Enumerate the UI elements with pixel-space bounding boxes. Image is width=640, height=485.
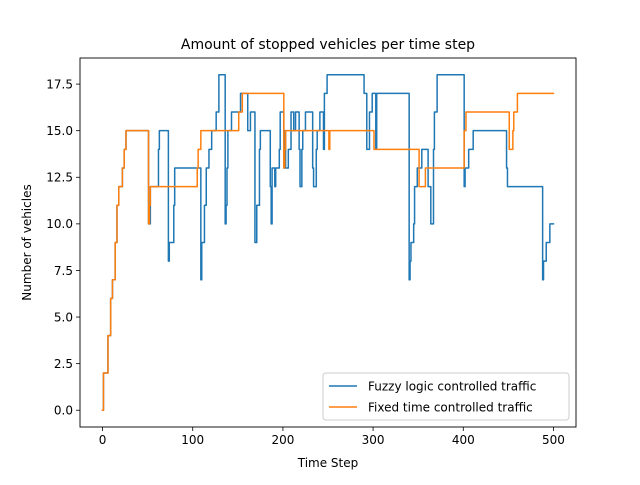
x-tick-label: 300 [362, 433, 385, 447]
plot-series-group [101, 74, 555, 411]
y-tick-label: 12.5 [46, 171, 73, 185]
plot-area-frame [79, 57, 577, 428]
y-tick-label: 0.0 [54, 404, 73, 418]
legend: Fuzzy logic controlled traffic Fixed tim… [322, 372, 570, 421]
axes-group: 0 100 200 300 400 500 0.0 2.5 5.0 7.5 10.0 12.5 15.0… [46, 77, 565, 447]
legend-label-fixed: Fixed time controlled traffic [368, 401, 533, 415]
legend-label-fuzzy: Fuzzy logic controlled traffic [368, 380, 536, 394]
y-tick-label: 7.5 [54, 264, 73, 278]
y-tick-label: 5.0 [54, 310, 73, 324]
chart-title: Amount of stopped vehicles per time step [181, 37, 475, 53]
y-tick-label: 17.5 [46, 77, 73, 91]
series-line-fixed [101, 92, 555, 411]
y-tick-label: 15.0 [46, 124, 73, 138]
x-tick-label: 0 [99, 433, 107, 447]
x-tick-label: 100 [181, 433, 204, 447]
y-tick-label: 10.0 [46, 217, 73, 231]
y-axis-label: Number of vehicles [20, 184, 34, 300]
y-tick-label: 2.5 [54, 357, 73, 371]
x-tick-label: 200 [271, 433, 294, 447]
x-tick-label: 500 [542, 433, 565, 447]
x-tick-label: 400 [452, 433, 475, 447]
x-axis-label: Time Step [297, 456, 359, 470]
legend-box [322, 372, 570, 421]
